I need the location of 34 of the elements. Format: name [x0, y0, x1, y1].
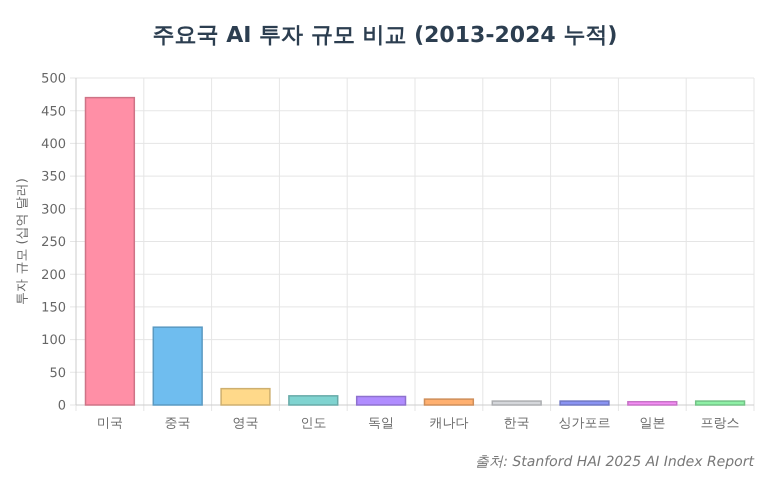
y-tick-label: 150 [41, 300, 66, 316]
bar [424, 398, 474, 406]
y-tick-label: 200 [41, 268, 66, 283]
x-tick-label: 미국 [96, 416, 123, 431]
bar [288, 395, 338, 406]
source-note: 출처: Stanford HAI 2025 AI Index Report [475, 454, 755, 470]
x-tick-label: 캐나다 [429, 416, 468, 431]
y-tick-label: 50 [49, 366, 66, 381]
x-tick-label: 싱가포르 [558, 416, 610, 431]
x-tick-label: 독일 [368, 416, 394, 431]
bar [559, 400, 610, 406]
y-tick-label: 400 [41, 136, 66, 152]
y-tick-label: 450 [41, 104, 66, 120]
bar [356, 396, 406, 406]
bar [694, 400, 746, 406]
y-tick-label: 250 [41, 235, 66, 250]
bar [220, 388, 271, 406]
y-tick-label: 500 [41, 72, 66, 87]
y-tick-label: 350 [41, 170, 66, 185]
x-tick-label: 영국 [232, 416, 258, 431]
x-tick-label: 중국 [164, 416, 191, 431]
bar [152, 326, 203, 406]
y-tick-label: 100 [41, 333, 66, 348]
x-tick-label: 일본 [639, 416, 666, 431]
y-axis-title: 투자 규모 (십억 달러) [15, 178, 30, 305]
y-tick-label: 300 [41, 202, 66, 218]
x-tick-label: 한국 [504, 416, 530, 431]
bar [627, 400, 678, 406]
bar [84, 96, 136, 406]
chart-title: 주요국 AI 투자 규모 비교 (2013-2024 누적) [152, 23, 618, 48]
x-tick-label: 인도 [300, 416, 326, 431]
bar [492, 400, 542, 406]
x-tick-label: 프랑스 [700, 416, 740, 431]
y-tick-label: 0 [58, 398, 66, 414]
